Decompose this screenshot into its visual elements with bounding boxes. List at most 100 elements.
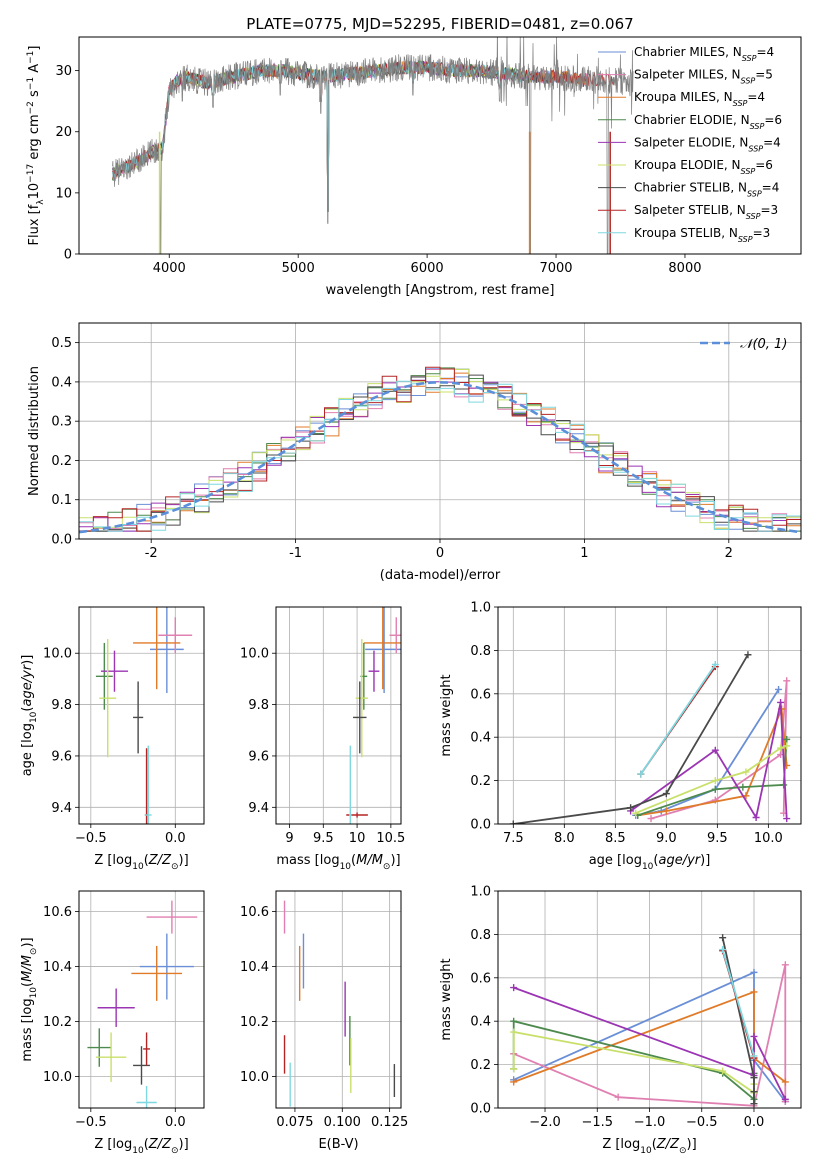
- y-axis-label: age [log10(age/yr)]: [20, 655, 39, 777]
- x-tick-label: −1.0: [634, 1115, 666, 1130]
- y-tick-label: 10.0: [240, 1070, 269, 1085]
- weight-marker-4: [783, 815, 791, 823]
- x-tick-label: 8.5: [605, 831, 626, 846]
- x-tick-label: 0.0: [165, 1115, 186, 1130]
- y-tick-label: 30: [55, 64, 72, 79]
- weight-marker-8: [719, 946, 727, 954]
- axes-frame: [275, 890, 402, 1109]
- weight-marker-5: [711, 777, 719, 785]
- age-vs-metallicity-panel: −0.5 0.0 9.4 9.6 9.8 10.0 Z [log10(Z/Z⊙)] age […: [20, 606, 205, 872]
- y-tick-label: 0.5: [51, 336, 72, 351]
- axes-frame: [78, 890, 205, 1109]
- y-tick-label: 0.1: [51, 493, 72, 508]
- x-tick-label: −0.5: [686, 1115, 718, 1130]
- weight-marker-6: [719, 934, 727, 942]
- plot-area: [283, 900, 396, 1107]
- plot-area: [346, 607, 401, 824]
- weight-marker-4: [781, 1095, 789, 1103]
- weight-marker-6: [744, 651, 752, 659]
- x-tick-label: 5000: [282, 261, 315, 276]
- x-axis-label: (data-model)/error: [380, 568, 501, 583]
- x-tick-label: 4000: [153, 261, 186, 276]
- weight-marker-8: [711, 661, 719, 669]
- y-tick-label: 9.8: [51, 698, 72, 713]
- x-axis-label: mass [log10(M/M⊙)]: [276, 853, 400, 872]
- weight-marker-3: [783, 735, 791, 743]
- x-axis-label: age [log10(age/yr)]: [589, 853, 711, 872]
- legend-label-3: Chabrier ELODIE, NSSP=6: [634, 113, 782, 131]
- weight-marker-6: [750, 1088, 758, 1096]
- weight-vs-metallicity-panel: −2.0 −1.5 −1.0 −0.5 0.0 0.0 0.2 0.4 0.6 0.8 1.0 Z […: [439, 885, 802, 1156]
- legend-label-6: Chabrier STELIB, NSSP=4: [634, 181, 779, 199]
- axes-frame: [497, 606, 802, 825]
- weight-marker-6: [750, 1100, 758, 1108]
- axes-frame: [78, 606, 205, 825]
- y-tick-label: 0.6: [470, 687, 491, 702]
- x-tick-label: 7000: [539, 261, 572, 276]
- weight-marker-6: [509, 820, 517, 824]
- y-tick-label: 9.8: [248, 698, 269, 713]
- y-axis-label: mass weight: [439, 674, 454, 756]
- y-tick-label: 10.2: [43, 1015, 72, 1030]
- weight-line-6: [721, 937, 755, 1104]
- observed-spectrum: [112, 37, 634, 254]
- y-tick-label: 9.6: [51, 749, 72, 764]
- x-tick-label: 0: [436, 546, 444, 561]
- weight-marker-0: [775, 685, 783, 693]
- x-axis-label: Z [log10(Z/Z⊙)]: [94, 1137, 188, 1156]
- plot-area: [112, 37, 634, 254]
- legend-label-5: Kroupa ELODIE, NSSP=6: [634, 158, 773, 176]
- weight-line-2: [513, 990, 786, 1083]
- weight-marker-5: [510, 1065, 518, 1073]
- weight-marker-1: [614, 1093, 622, 1101]
- residual-histogram-6: [79, 374, 801, 539]
- weight-marker-4: [711, 746, 719, 754]
- y-tick-label: 10.2: [240, 1015, 269, 1030]
- weight-marker-1: [781, 961, 789, 969]
- y-tick-label: 9.4: [248, 801, 269, 816]
- y-tick-label: 9.6: [248, 749, 269, 764]
- x-tick-label: 1: [580, 546, 588, 561]
- x-tick-label: 8000: [668, 261, 701, 276]
- x-tick-label: 9.5: [313, 831, 334, 846]
- legend-normal-label: 𝒩(0, 1): [740, 337, 787, 352]
- weight-marker-5: [742, 768, 750, 776]
- plot-area: [510, 934, 789, 1108]
- axes-frame: [78, 36, 802, 255]
- x-tick-label: 0.0: [744, 1115, 765, 1130]
- y-tick-label: 10.6: [240, 905, 269, 920]
- weight-marker-6: [750, 1074, 758, 1082]
- normal-curve: [79, 380, 799, 534]
- y-tick-label: 0.2: [470, 774, 491, 789]
- weight-marker-8: [750, 1052, 758, 1060]
- y-axis-label: mass weight: [439, 958, 454, 1040]
- y-tick-label: 10.4: [43, 960, 72, 975]
- weight-marker-3: [739, 783, 747, 791]
- x-axis-label: Z [log10(Z/Z⊙)]: [602, 1137, 696, 1156]
- y-tick-label: 0.4: [470, 1015, 491, 1030]
- weight-vs-age-panel: 7.5 8.0 8.5 9.0 9.5 10.0 0.0 0.2 0.4 0.6 0.8 1.0 age…: [439, 601, 802, 872]
- plot-area: [87, 900, 198, 1108]
- weight-marker-0: [750, 968, 758, 976]
- axes-frame: [275, 606, 402, 825]
- legend-label-0: Chabrier MILES, NSSP=4: [634, 45, 774, 63]
- x-tick-label: 9.5: [707, 831, 728, 846]
- legend-label-7: Salpeter STELIB, NSSP=3: [634, 203, 778, 221]
- x-axis-label: wavelength [Angstrom, rest frame]: [326, 283, 555, 298]
- x-axis-label: E(B-V): [318, 1137, 358, 1152]
- x-tick-label: 9: [285, 831, 293, 846]
- weight-marker-8: [637, 770, 645, 778]
- y-tick-label: 0.8: [470, 928, 491, 943]
- plot-area: [79, 366, 801, 539]
- x-tick-label: 6000: [411, 261, 444, 276]
- y-tick-label: 0.4: [470, 731, 491, 746]
- x-axis-label: Z [log10(Z/Z⊙)]: [94, 853, 188, 872]
- y-axis-label: mass [log10(M/M⊙)]: [20, 937, 39, 1061]
- y-tick-label: 0.8: [470, 644, 491, 659]
- legend-label-2: Kroupa MILES, NSSP=4: [634, 90, 765, 108]
- y-tick-label: 0.4: [51, 375, 72, 390]
- x-tick-label: 7.5: [503, 831, 524, 846]
- weight-line-8: [640, 663, 717, 775]
- weight-marker-6: [662, 790, 670, 798]
